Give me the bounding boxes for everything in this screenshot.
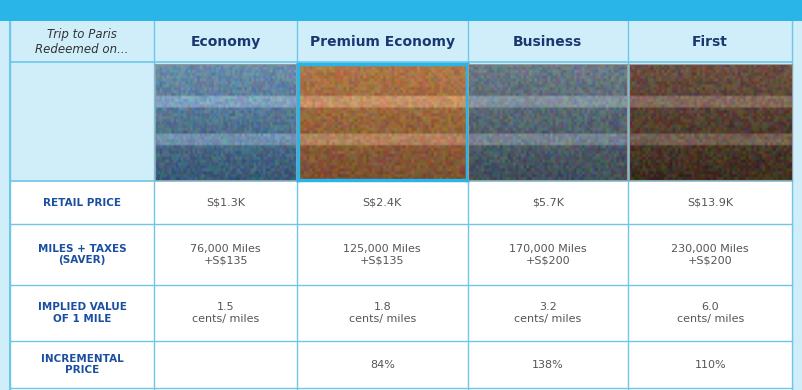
- Text: INCREMENTAL
PRICE: INCREMENTAL PRICE: [41, 354, 124, 376]
- Bar: [10, 62, 792, 181]
- Bar: [10, 388, 792, 390]
- Text: Business: Business: [513, 35, 582, 49]
- Bar: [10, 224, 792, 285]
- Bar: [10, 285, 792, 341]
- Text: 3.2
cents/ miles: 3.2 cents/ miles: [514, 302, 581, 324]
- Text: S$2.4K: S$2.4K: [363, 198, 402, 208]
- Text: 138%: 138%: [532, 360, 564, 370]
- Text: 1.5
cents/ miles: 1.5 cents/ miles: [192, 302, 259, 324]
- Bar: [0, 0, 802, 21]
- Text: Economy: Economy: [191, 35, 261, 49]
- Text: MILES + TAXES
(SAVER): MILES + TAXES (SAVER): [38, 244, 127, 265]
- Text: $5.7K: $5.7K: [532, 198, 564, 208]
- Text: 6.0
cents/ miles: 6.0 cents/ miles: [677, 302, 743, 324]
- Text: 170,000 Miles
+S$200: 170,000 Miles +S$200: [509, 244, 586, 265]
- Bar: [10, 341, 792, 388]
- Text: First: First: [692, 35, 728, 49]
- Text: S$1.3K: S$1.3K: [206, 198, 245, 208]
- Bar: [10, 21, 792, 62]
- Text: Premium Economy: Premium Economy: [310, 35, 455, 49]
- Bar: [10, 181, 792, 224]
- Text: 1.8
cents/ miles: 1.8 cents/ miles: [349, 302, 416, 324]
- Text: 125,000 Miles
+S$135: 125,000 Miles +S$135: [343, 244, 421, 265]
- Text: IMPLIED VALUE
OF 1 MILE: IMPLIED VALUE OF 1 MILE: [38, 302, 127, 324]
- Text: RETAIL PRICE: RETAIL PRICE: [43, 198, 121, 208]
- Text: S$13.9K: S$13.9K: [687, 198, 733, 208]
- Text: 76,000 Miles
+S$135: 76,000 Miles +S$135: [190, 244, 261, 265]
- Text: 84%: 84%: [370, 360, 395, 370]
- Text: 230,000 Miles
+S$200: 230,000 Miles +S$200: [671, 244, 749, 265]
- Text: 110%: 110%: [695, 360, 726, 370]
- Text: Trip to Paris
Redeemed on...: Trip to Paris Redeemed on...: [35, 28, 128, 56]
